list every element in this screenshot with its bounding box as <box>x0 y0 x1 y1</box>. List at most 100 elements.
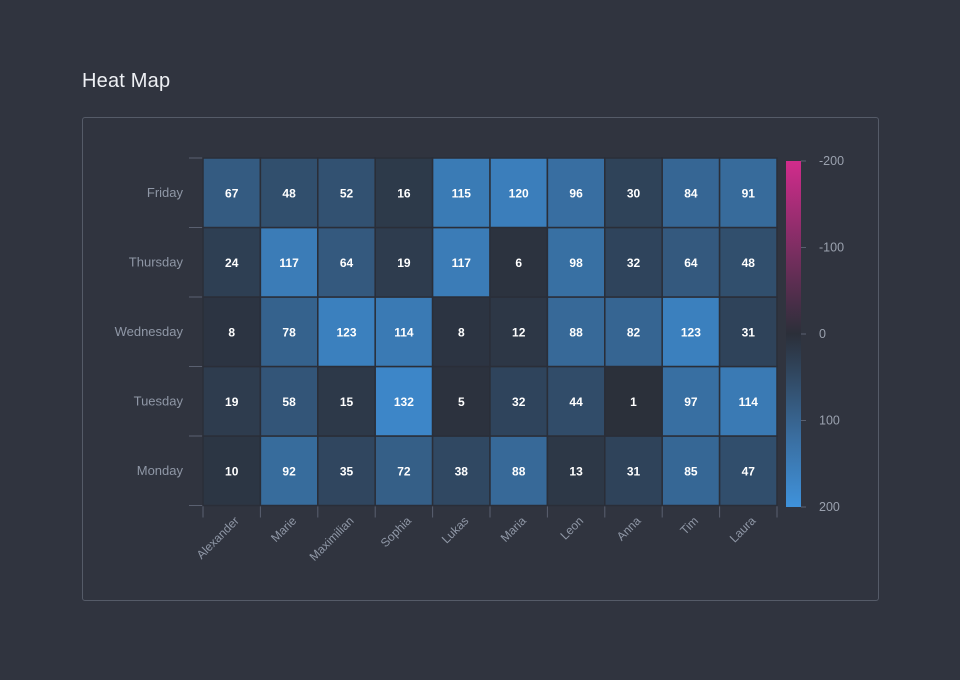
heatmap-cell[interactable] <box>202 296 262 368</box>
cell-value-label: 31 <box>742 325 756 339</box>
heatmap-cell[interactable] <box>718 157 778 229</box>
cell-value-label: 32 <box>512 395 526 409</box>
heatmap-cell[interactable] <box>604 365 663 437</box>
heatmap-cell[interactable] <box>546 296 606 368</box>
cell-value-label: 67 <box>225 186 239 200</box>
cell-value-label: 114 <box>739 395 759 409</box>
cell-value-label: 13 <box>569 464 583 478</box>
heatmap-cell[interactable] <box>718 226 778 298</box>
cell-value-label: 96 <box>569 186 583 200</box>
cell-value-label: 16 <box>397 186 411 200</box>
cell-value-label: 35 <box>340 464 354 478</box>
cell-value-label: 30 <box>627 186 641 200</box>
cell-value-label: 115 <box>452 186 472 200</box>
heatmap-cell[interactable] <box>489 296 549 368</box>
cell-value-label: 24 <box>225 256 239 270</box>
x-axis-label: Laura <box>727 513 759 545</box>
page-title: Heat Map <box>82 70 171 92</box>
cell-value-label: 117 <box>452 256 472 270</box>
cell-value-label: 117 <box>279 256 299 270</box>
x-axis-label: Maria <box>498 513 529 544</box>
cell-value-label: 48 <box>742 256 756 270</box>
cell-value-label: 8 <box>228 325 235 339</box>
x-axis-label: Leon <box>557 514 586 543</box>
cell-value-label: 58 <box>282 395 296 409</box>
cell-value-label: 44 <box>569 395 583 409</box>
cell-value-label: 85 <box>684 464 698 478</box>
x-axis-label: Maximilian <box>307 514 357 564</box>
color-scale-bar <box>786 161 801 507</box>
cell-value-label: 6 <box>515 256 522 270</box>
cell-value-label: 91 <box>742 186 756 200</box>
cell-value-label: 132 <box>394 395 414 409</box>
y-axis-label: Friday <box>147 185 184 200</box>
color-scale-label: 200 <box>819 500 840 514</box>
heatmap-cell[interactable] <box>546 226 606 298</box>
heatmap-cell[interactable] <box>374 365 434 437</box>
heatmap-cell[interactable] <box>259 157 319 229</box>
color-scale-label: -100 <box>819 241 844 255</box>
cell-value-label: 120 <box>509 186 529 200</box>
heatmap-cell[interactable] <box>661 226 721 298</box>
x-axis-label: Anna <box>614 513 644 543</box>
cell-value-label: 48 <box>282 186 296 200</box>
chart-panel <box>82 117 879 601</box>
cell-value-label: 32 <box>627 256 641 270</box>
heatmap-cell[interactable] <box>604 435 663 507</box>
heatmap-cell[interactable] <box>546 365 606 437</box>
cell-value-label: 5 <box>458 395 465 409</box>
color-scale-label: 100 <box>819 414 840 428</box>
cell-value-label: 38 <box>455 464 469 478</box>
heatmap-cell[interactable] <box>202 226 262 298</box>
heatmap-cell[interactable] <box>317 435 376 507</box>
heatmap-cell[interactable] <box>259 296 319 368</box>
x-axis-label: Marie <box>268 513 299 544</box>
cell-value-label: 52 <box>340 186 354 200</box>
cell-value-label: 12 <box>512 325 526 339</box>
heatmap-cell[interactable] <box>317 226 376 298</box>
heatmap-cell[interactable] <box>259 435 319 507</box>
cell-value-label: 88 <box>512 464 526 478</box>
heatmap-cell[interactable] <box>489 435 549 507</box>
color-scale-label: 0 <box>819 327 826 341</box>
heatmap-cell[interactable] <box>489 157 549 229</box>
cell-value-label: 47 <box>742 464 756 478</box>
cell-value-label: 78 <box>282 325 296 339</box>
cell-value-label: 8 <box>458 325 465 339</box>
cell-value-label: 98 <box>569 256 583 270</box>
heatmap-cell[interactable] <box>374 226 434 298</box>
x-axis-label: Sophia <box>378 513 415 550</box>
heatmap-cell[interactable] <box>374 157 434 229</box>
cell-value-label: 64 <box>684 256 698 270</box>
cell-value-label: 123 <box>336 325 356 339</box>
cell-value-label: 123 <box>681 325 701 339</box>
cell-value-label: 72 <box>397 464 411 478</box>
heatmap-cell[interactable] <box>431 296 491 368</box>
cell-value-label: 97 <box>684 395 698 409</box>
cell-value-label: 1 <box>630 395 637 409</box>
cell-value-label: 82 <box>627 325 641 339</box>
y-axis-label: Monday <box>137 463 184 478</box>
heatmap-cell[interactable] <box>546 157 606 229</box>
heatmap-cell[interactable] <box>661 157 721 229</box>
cell-value-label: 64 <box>340 256 354 270</box>
x-axis-label: Alexander <box>194 514 242 562</box>
cell-value-label: 84 <box>684 186 698 200</box>
cell-value-label: 15 <box>340 395 354 409</box>
heatmap-cell[interactable] <box>661 365 721 437</box>
cell-value-label: 10 <box>225 464 239 478</box>
x-axis-label: Tim <box>677 514 701 538</box>
cell-value-label: 92 <box>282 464 296 478</box>
color-scale-label: -200 <box>819 154 844 168</box>
cell-value-label: 19 <box>397 256 411 270</box>
cell-value-label: 19 <box>225 395 239 409</box>
heatmap-cell[interactable] <box>718 365 778 437</box>
heatmap-cell[interactable] <box>202 365 262 437</box>
cell-value-label: 88 <box>569 325 583 339</box>
heatmap-cell[interactable] <box>718 435 778 507</box>
cell-value-label: 31 <box>627 464 641 478</box>
y-axis-label: Tuesday <box>134 393 184 408</box>
heatmap-cell[interactable] <box>317 365 376 437</box>
heatmap-cell[interactable] <box>202 435 262 507</box>
